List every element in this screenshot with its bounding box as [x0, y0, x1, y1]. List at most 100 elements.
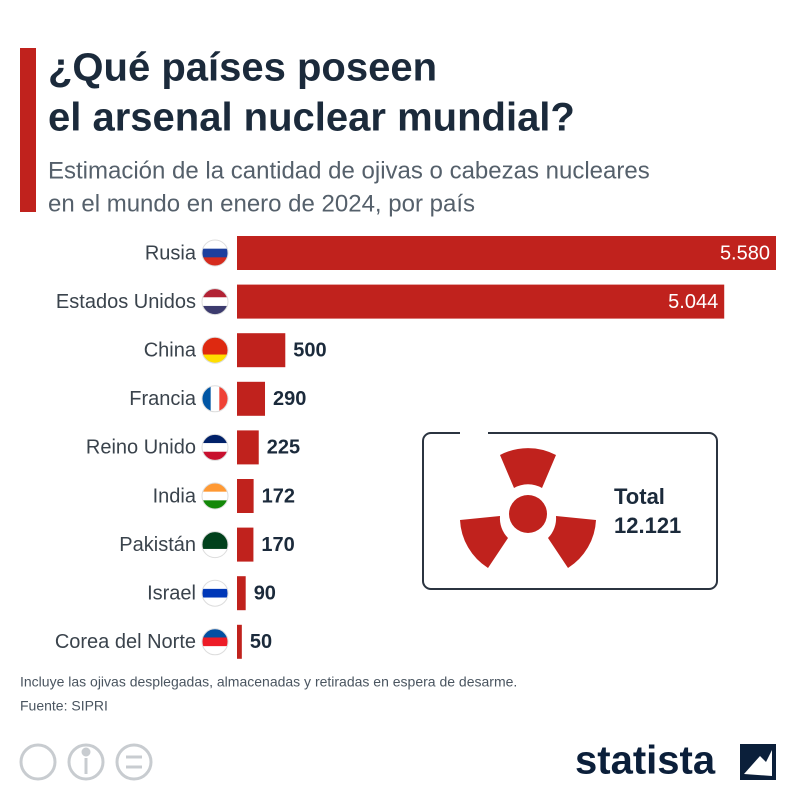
flag-body: [202, 628, 228, 655]
value-label: 290: [273, 388, 306, 410]
flag: [201, 579, 229, 607]
bar: [237, 236, 776, 270]
total-label: Total: [614, 484, 665, 509]
total-box: Total 12.121: [422, 428, 718, 590]
bar: [237, 527, 254, 562]
bar: [237, 576, 246, 611]
flag-stripe: [202, 288, 228, 298]
flag-stripe: [202, 305, 228, 315]
flag-stripe: [202, 483, 228, 493]
value-label: 172: [262, 485, 295, 507]
category-label: Reino Unido: [86, 437, 196, 459]
radiation-icon: [460, 448, 596, 568]
flag: [201, 482, 229, 510]
icon-blade: [500, 448, 556, 488]
category-label: Pakistán: [119, 534, 196, 556]
flag-body: [202, 337, 228, 364]
flag-stripe: [202, 434, 228, 444]
flag-outline: [201, 482, 229, 510]
flag-outline: [201, 579, 229, 607]
flag-stripe: [202, 637, 228, 647]
icon-blade: [460, 516, 508, 568]
value-label: 225: [267, 437, 300, 459]
flag-stripe: [202, 500, 228, 509]
flag-stripe: [202, 540, 228, 550]
flag-body: [202, 385, 228, 412]
flag: [201, 628, 229, 656]
footnote: Incluye las ojivas desplegadas, almacena…: [20, 674, 517, 690]
brand-logo: statista: [575, 739, 716, 783]
bar: [237, 430, 259, 465]
flag: [201, 531, 229, 559]
flag-stripe: [202, 443, 228, 453]
flag-outline: [201, 433, 229, 461]
logo-shape: [744, 750, 772, 776]
flag: [201, 336, 229, 364]
flag-outline: [201, 531, 229, 559]
flag-stripe: [202, 385, 212, 412]
category-label: Israel: [147, 582, 196, 604]
accent-bar: [20, 48, 36, 212]
category-label: Rusia: [145, 242, 197, 264]
box-notch: [460, 428, 488, 438]
category-label: India: [153, 485, 197, 507]
flag-body: [202, 531, 228, 558]
flag-stripe: [202, 248, 228, 258]
flag-stripe: [202, 597, 228, 607]
icon: [19, 743, 57, 781]
license-icons: [19, 743, 153, 781]
category-label: China: [144, 339, 197, 361]
flag-stripe: [210, 385, 220, 412]
flag-stripe: [202, 240, 228, 250]
value-label: 170: [261, 534, 294, 556]
flag-body: [202, 240, 228, 266]
flag-body: [202, 288, 228, 315]
icon: [67, 743, 105, 781]
flag-stripe: [202, 337, 228, 347]
flag-body: [202, 483, 228, 509]
flag-stripe: [202, 257, 228, 266]
bar: [237, 381, 266, 416]
bar: [237, 284, 725, 319]
flag-stripe: [202, 628, 228, 638]
flag: [201, 239, 229, 267]
bar: [237, 624, 242, 659]
flag-stripe: [202, 646, 228, 655]
flag-outline: [201, 385, 229, 413]
flag-body: [202, 580, 228, 607]
value-label: 50: [250, 631, 272, 653]
icon-blade: [548, 516, 596, 568]
flag: [201, 385, 229, 413]
icon: [115, 743, 153, 781]
icon-dot: [81, 747, 91, 757]
chart-title: ¿Qué países poseen: [48, 46, 437, 90]
flag-outline: [201, 288, 229, 316]
value-label: 90: [254, 582, 276, 604]
value-label: 5.044: [668, 291, 718, 313]
flag-stripe: [202, 588, 228, 599]
flag-stripe: [202, 531, 228, 541]
flag: [201, 288, 229, 316]
flag-stripe: [202, 491, 228, 501]
flag-outline: [201, 239, 229, 267]
total-value: 12.121: [614, 513, 681, 538]
flag-stripe: [202, 580, 228, 590]
flag: [201, 433, 229, 461]
category-label: Estados Unidos: [56, 291, 196, 313]
value-label: 500: [293, 339, 326, 361]
value-label: 5.580: [720, 242, 770, 264]
brand-mark: [740, 744, 776, 780]
flag-stripe: [202, 297, 228, 307]
category-label: Francia: [129, 388, 197, 410]
bar: [237, 333, 286, 368]
flag-outline: [201, 336, 229, 364]
source: Fuente: SIPRI: [20, 698, 108, 714]
flag-stripe: [202, 354, 228, 364]
chart-subtitle: Estimación de la cantidad de ojivas o ca…: [48, 157, 650, 184]
flag-stripe: [202, 345, 228, 356]
chart-subtitle: en el mundo en enero de 2024, por país: [48, 190, 475, 217]
flag-outline: [201, 628, 229, 656]
icon-center: [509, 495, 547, 533]
